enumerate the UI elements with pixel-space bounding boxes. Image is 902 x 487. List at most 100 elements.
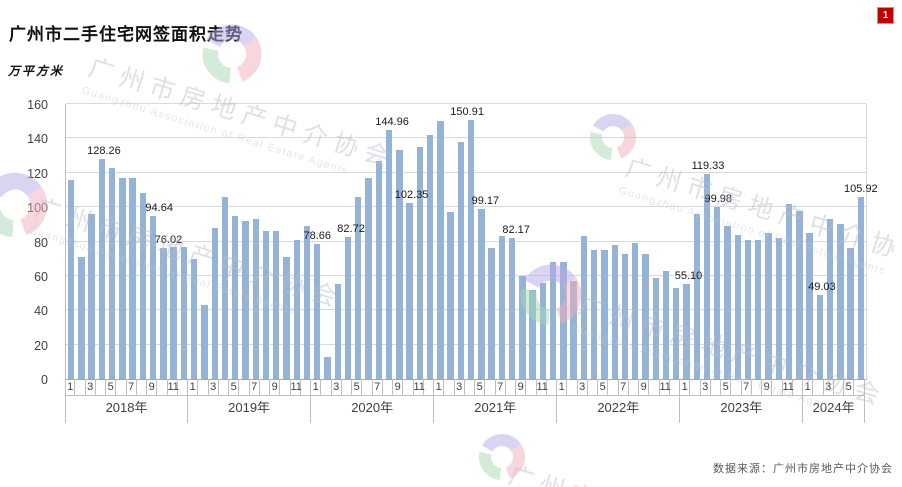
data-source-note: 数据来源：广州市房地产中介协会 bbox=[713, 463, 893, 475]
month-tick-cell bbox=[423, 379, 434, 396]
month-tick-cell: 5 bbox=[106, 379, 117, 396]
month-tick-cell: 11 bbox=[536, 379, 548, 396]
month-tick-cell bbox=[403, 379, 414, 396]
month-tick-cell: 9 bbox=[762, 379, 773, 396]
data-label: 99.17 bbox=[471, 194, 500, 207]
month-tick-cell: 9 bbox=[270, 379, 281, 396]
bar bbox=[785, 203, 793, 379]
bar bbox=[478, 208, 485, 379]
bar bbox=[119, 177, 126, 379]
month-tick-cell: 1 bbox=[680, 379, 691, 396]
bar bbox=[252, 219, 259, 379]
bar bbox=[221, 196, 229, 379]
data-label: 105.92 bbox=[844, 182, 878, 195]
year-label-cell: 2020年 bbox=[311, 396, 435, 423]
bar bbox=[283, 256, 290, 379]
month-tick-cell bbox=[628, 379, 639, 396]
month-tick-cell bbox=[157, 379, 168, 396]
y-axis-labels: 0 20 40 60 80 100 120 140 160 bbox=[0, 98, 58, 387]
bar bbox=[826, 219, 834, 379]
bar bbox=[303, 226, 311, 379]
data-label: 82.72 bbox=[337, 222, 365, 235]
bar bbox=[406, 203, 413, 379]
month-tick-cell: 1 bbox=[188, 379, 199, 396]
y-tick-label: 0 bbox=[41, 373, 48, 387]
month-tick-cell: 1 bbox=[557, 379, 568, 396]
month-tick-cell: 5 bbox=[598, 379, 609, 396]
month-tick-cell: 11 bbox=[782, 379, 794, 396]
gridline bbox=[66, 171, 866, 173]
bar bbox=[519, 275, 526, 379]
bar bbox=[847, 248, 854, 379]
bar bbox=[447, 212, 454, 379]
month-tick-cell: 1 bbox=[803, 379, 814, 396]
bar bbox=[560, 262, 567, 379]
month-tick-cell bbox=[690, 379, 701, 396]
year-label-cell: 2024年 bbox=[803, 396, 865, 423]
month-tick-cell bbox=[218, 379, 229, 396]
bar bbox=[355, 196, 362, 379]
month-tick-cell bbox=[259, 379, 270, 396]
bar bbox=[724, 226, 731, 379]
month-tick-cell: 11 bbox=[413, 379, 425, 396]
bar bbox=[467, 119, 475, 379]
gridline bbox=[66, 103, 866, 104]
bar bbox=[129, 177, 136, 379]
bar bbox=[744, 239, 752, 379]
month-tick-cell: 3 bbox=[823, 379, 834, 396]
bar bbox=[211, 227, 218, 379]
bar bbox=[98, 158, 106, 379]
bar bbox=[683, 284, 690, 379]
bar bbox=[170, 246, 177, 379]
bar bbox=[191, 258, 198, 379]
data-label: 119.33 bbox=[691, 159, 725, 172]
month-tick-cell bbox=[485, 379, 496, 396]
bar bbox=[673, 287, 680, 379]
data-label: 78.66 bbox=[303, 229, 332, 242]
bar bbox=[67, 179, 75, 379]
month-axis: 1 3 5 7 9 11 1 3 5 7 9 11 1 3 5 7 9 11 1 3 5 7 9 11 1 3 5 7 9 11 1 3 5 7 9… bbox=[65, 379, 865, 396]
month-tick-cell bbox=[731, 379, 742, 396]
month-tick-cell: 1 bbox=[311, 379, 322, 396]
data-label: 49.03 bbox=[808, 280, 836, 293]
month-tick-cell bbox=[751, 379, 762, 396]
y-tick-label: 160 bbox=[27, 98, 48, 112]
bar bbox=[621, 253, 629, 379]
bar bbox=[160, 248, 167, 379]
y-tick-label: 140 bbox=[27, 132, 48, 147]
bar bbox=[775, 238, 782, 379]
bar bbox=[498, 236, 506, 379]
month-tick-cell: 9 bbox=[516, 379, 527, 396]
bar bbox=[457, 141, 465, 379]
bar bbox=[714, 207, 721, 379]
page-title: 广州市二手住宅网签面积走势 bbox=[9, 25, 243, 44]
bar bbox=[755, 239, 762, 379]
y-tick-label: 100 bbox=[27, 201, 48, 216]
month-tick-cell: 5 bbox=[352, 379, 363, 396]
bar bbox=[293, 239, 300, 379]
bar bbox=[385, 129, 393, 379]
bar bbox=[201, 305, 208, 379]
month-tick-cell bbox=[198, 379, 209, 396]
month-tick-cell bbox=[444, 379, 455, 396]
y-tick-label: 20 bbox=[34, 338, 48, 353]
bar bbox=[180, 246, 188, 379]
data-label: 102.35 bbox=[394, 189, 429, 202]
month-tick-cell: 5 bbox=[229, 379, 240, 396]
bar bbox=[611, 244, 618, 379]
bar bbox=[539, 282, 547, 379]
month-tick-cell: 9 bbox=[639, 379, 650, 396]
bar bbox=[816, 294, 824, 379]
y-tick-label: 60 bbox=[34, 269, 48, 284]
bar bbox=[149, 216, 157, 379]
data-label: 144.96 bbox=[375, 115, 409, 128]
month-tick-cell bbox=[341, 379, 352, 396]
bar bbox=[365, 177, 372, 379]
month-tick-cell bbox=[382, 379, 393, 396]
bar bbox=[652, 277, 659, 379]
gridline bbox=[66, 240, 866, 242]
bar bbox=[426, 134, 434, 379]
gridline bbox=[66, 343, 866, 345]
bar bbox=[88, 214, 95, 379]
